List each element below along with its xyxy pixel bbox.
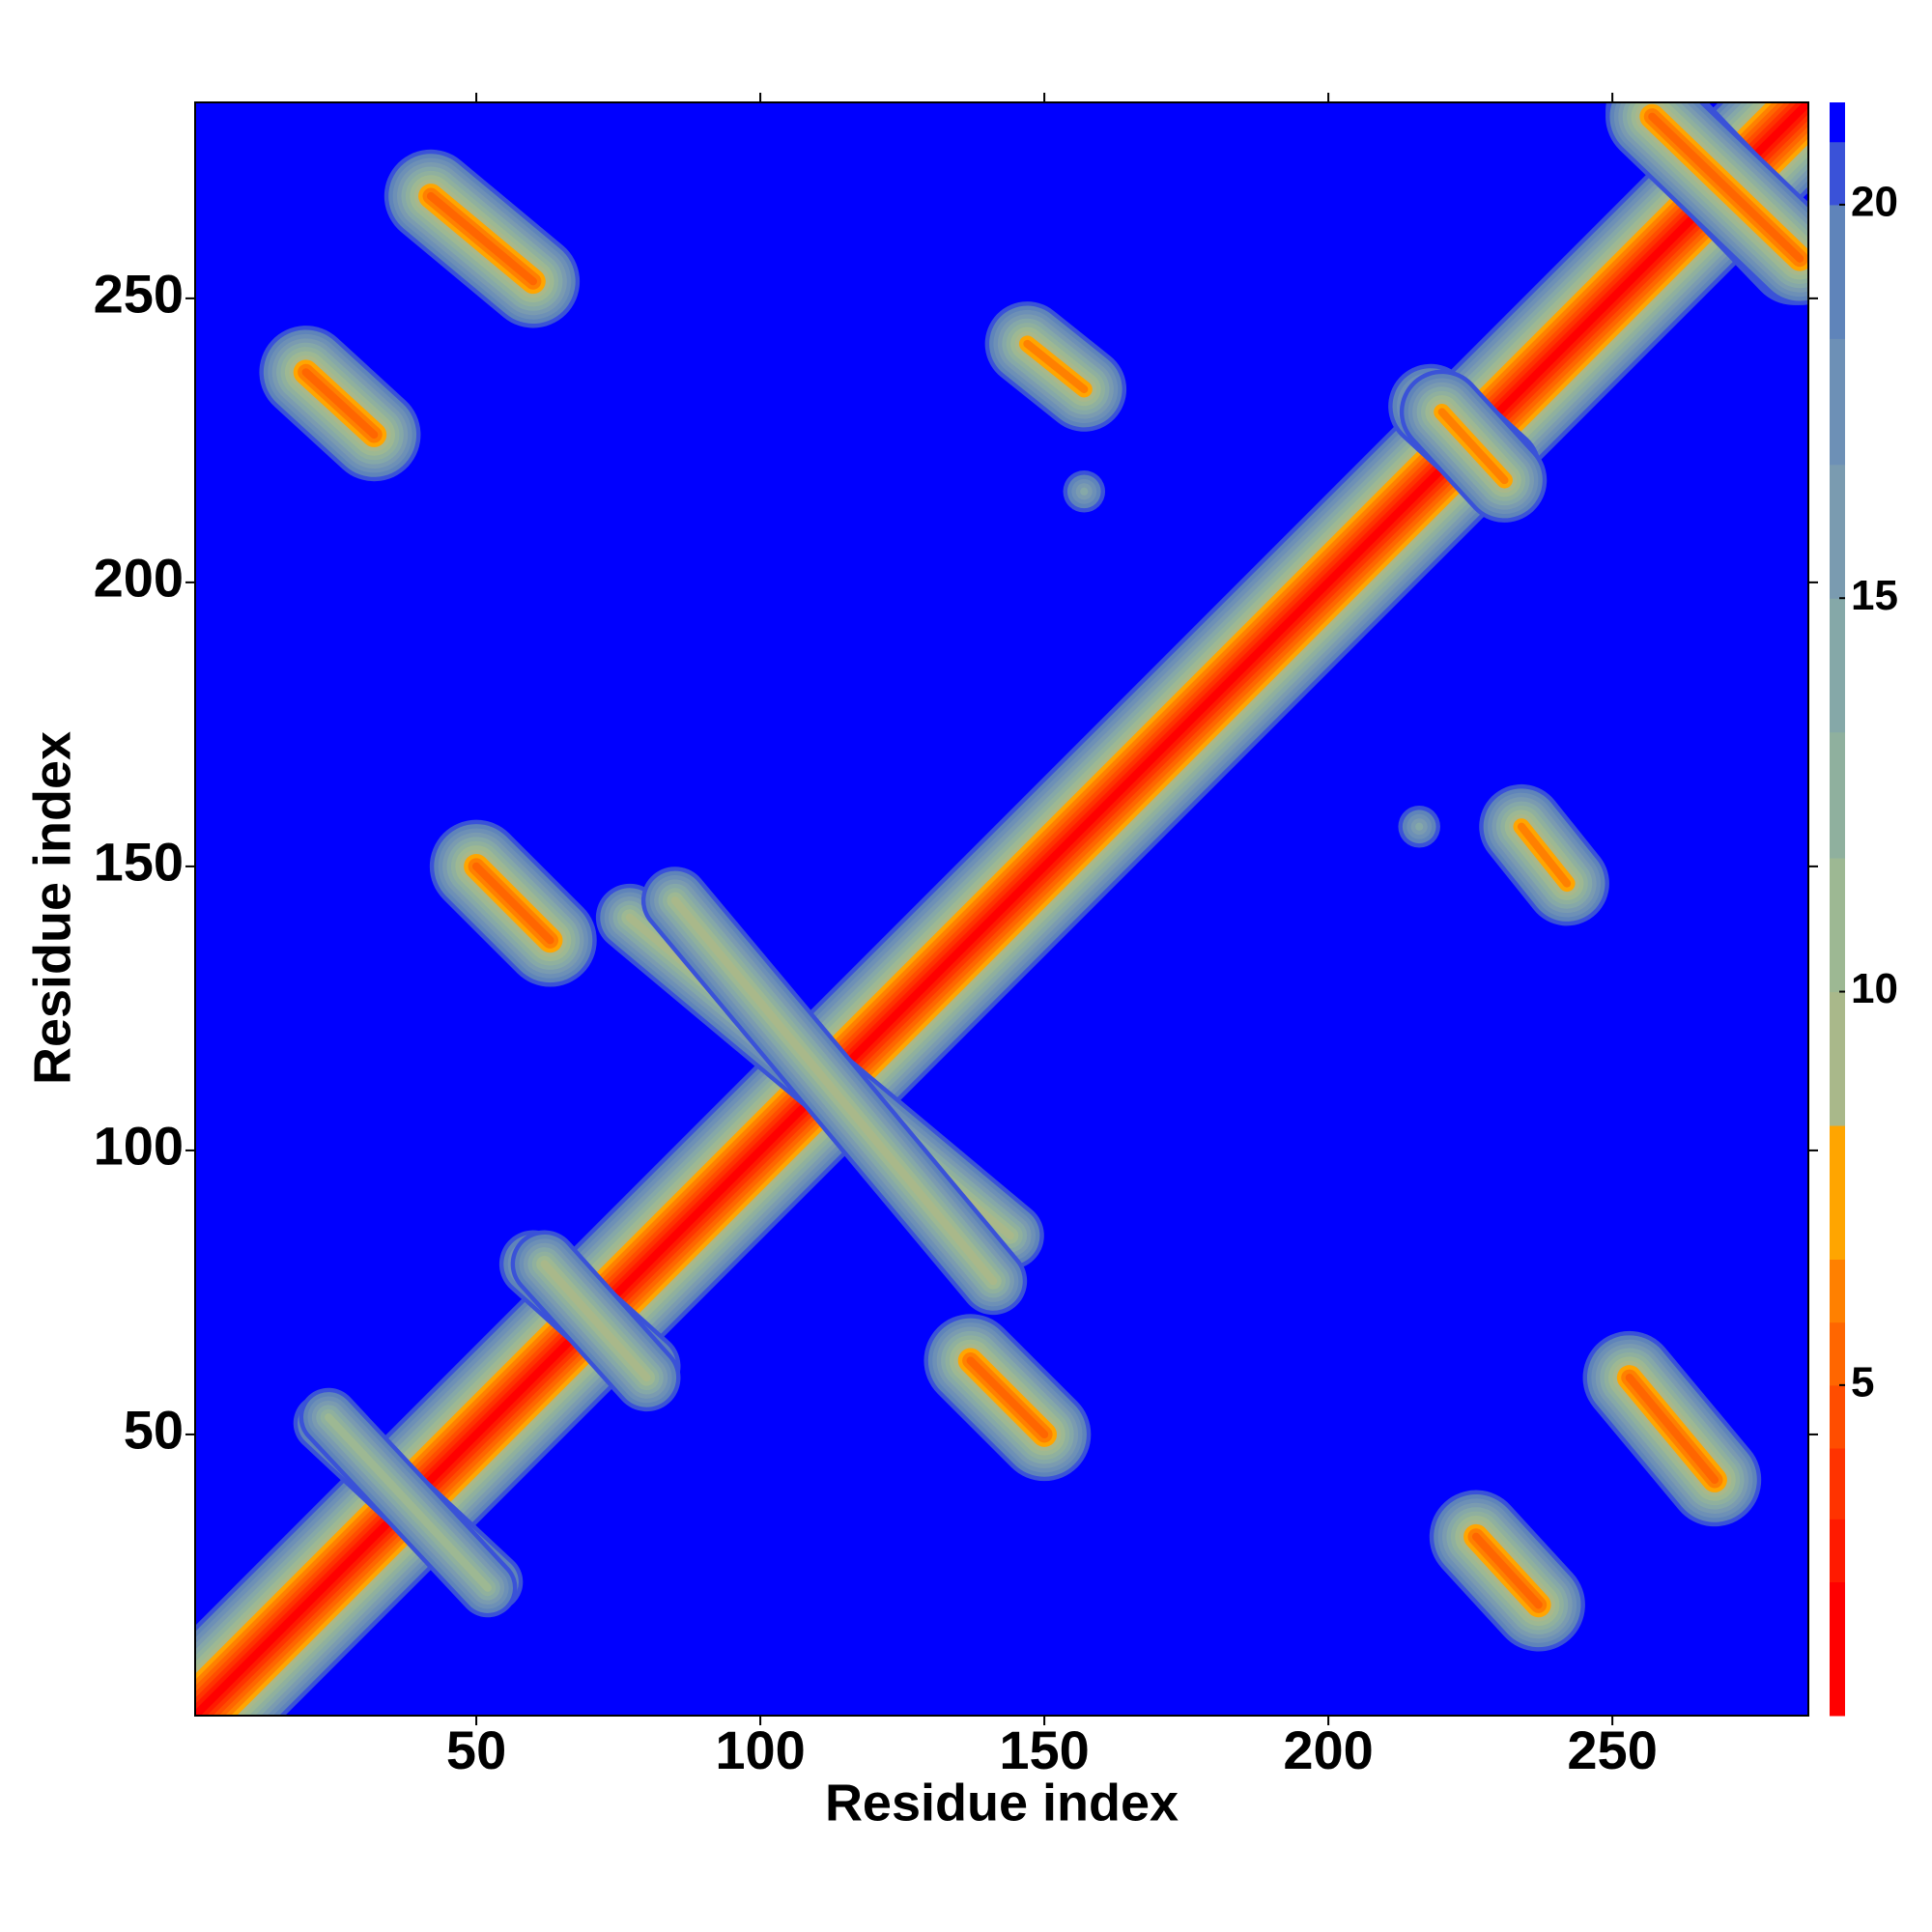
contact-level: [1437, 408, 1509, 485]
contact-level: [1471, 1532, 1543, 1609]
contact-level: [540, 1260, 651, 1382]
colorbar-level: [1830, 338, 1845, 466]
colorbar-level: [1830, 102, 1845, 143]
x-tick-label: 100: [715, 1719, 805, 1780]
contact-level: [1625, 1374, 1719, 1485]
colorbar-level: [1830, 731, 1845, 859]
colorbar-level: [1830, 1448, 1845, 1520]
contact-strip: [510, 1230, 681, 1412]
contact-strip: [984, 301, 1127, 432]
colorbar-level: [1830, 1125, 1845, 1261]
colorbar-level: [1830, 1519, 1845, 1583]
contact-strip: [1429, 1490, 1585, 1652]
colorbar-level: [1830, 141, 1845, 206]
contact-strip: [384, 149, 581, 328]
colorbar-level: [1830, 1259, 1845, 1323]
contact-strip: [1479, 783, 1609, 926]
contact-level: [1517, 822, 1572, 888]
colorbar-tick-label: 15: [1851, 572, 1898, 619]
x-axis-label: Residue index: [825, 1774, 1179, 1832]
colorbar-level: [1830, 464, 1845, 599]
contact-strip: [640, 867, 1028, 1316]
colorbar-tick-label: 5: [1851, 1358, 1874, 1406]
y-tick-label: 100: [94, 1116, 184, 1177]
y-tick-label: 50: [124, 1400, 184, 1461]
colorbar-level: [1830, 991, 1845, 1126]
contact-strip: [1605, 102, 1808, 305]
colorbar-level: [1830, 1321, 1845, 1386]
contact-strip: [259, 326, 421, 482]
contact-level: [195, 102, 1808, 1716]
contact-strip: [1582, 1330, 1762, 1527]
contact-level: [301, 368, 379, 440]
x-tick-label: 150: [999, 1719, 1089, 1780]
contact-level: [1648, 112, 1804, 263]
colorbar-tick-label: 10: [1851, 965, 1898, 1012]
plot-frame: [194, 101, 1809, 1717]
contact-level: [471, 862, 554, 945]
colorbar-level: [1830, 858, 1845, 993]
x-tick-label: 200: [1283, 1719, 1373, 1780]
contact-strip: [298, 1387, 518, 1618]
y-tick-label: 250: [94, 264, 184, 325]
colorbar-level: [1830, 598, 1845, 733]
y-tick-label: 200: [94, 548, 184, 609]
y-axis-label: Residue index: [23, 731, 81, 1085]
colorbar-tick-label: 20: [1851, 179, 1898, 226]
y-tick-label: 150: [94, 832, 184, 893]
contact-level: [325, 1413, 492, 1592]
contact-strip: [923, 1314, 1092, 1482]
colorbar-level: [1830, 204, 1845, 339]
colorbar-level: [1830, 1384, 1845, 1449]
contact-level: [1023, 339, 1089, 394]
contact-level: [670, 896, 998, 1286]
contact-strip: [1399, 369, 1548, 523]
contact-strip: [195, 102, 1808, 1716]
contact-level: [966, 1356, 1049, 1439]
x-tick-label: 50: [446, 1719, 506, 1780]
x-tick-label: 250: [1567, 1719, 1657, 1780]
contact-strip: [429, 819, 597, 987]
colorbar-level: [1830, 1581, 1845, 1717]
plot-area: [195, 102, 1808, 1716]
contact-level: [426, 191, 537, 286]
